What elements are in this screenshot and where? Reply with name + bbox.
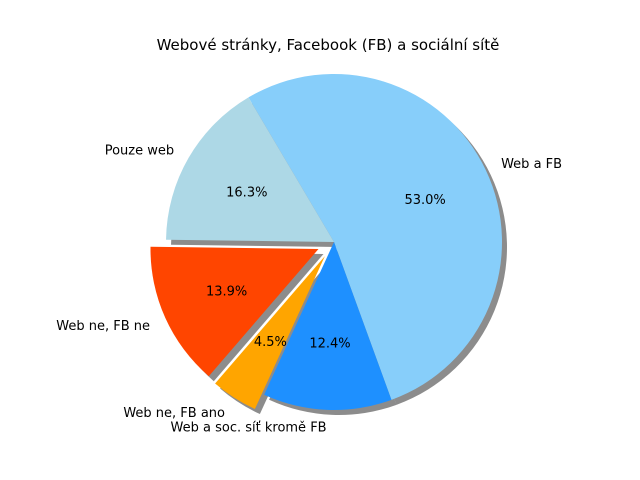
pie-slice-web-ne-fb-ano — [215, 256, 325, 410]
pie-slice-web-ne-fb-ne — [150, 246, 319, 377]
chart-title: Webové stránky, Facebook (FB) a sociální… — [157, 36, 500, 54]
pie-slice-pouze-web — [166, 97, 334, 242]
pie-slice-web-a-fb — [248, 74, 503, 400]
percent-label-pouze-web: 16.3% — [226, 186, 267, 201]
pie-slices — [150, 74, 503, 411]
percent-label-web-a-fb: 53.0% — [404, 193, 445, 208]
percent-label-web-a-soc-s-krom-fb: 12.4% — [309, 337, 350, 352]
percent-label-web-ne-fb-ne: 13.9% — [206, 284, 247, 299]
slice-labels: Web a FB Pouze web Web ne, FB ne Web ne, FB… — [56, 143, 562, 435]
percent-labels: 53.0% 16.3% 13.9% 4.5% 12.4% — [206, 186, 446, 352]
pie-slice-web-a-soc-s-krom-fb — [264, 242, 392, 411]
slice-label-pouze-web: Pouze web — [105, 143, 174, 158]
slice-label-web-a-soc-s-krom-fb: Web a soc. síť kromě FB — [171, 421, 327, 436]
percent-label-web-ne-fb-ano: 4.5% — [254, 335, 287, 350]
slice-label-web-ne-fb-ne: Web ne, FB ne — [56, 319, 150, 334]
slice-label-web-ne-fb-ano: Web ne, FB ano — [123, 406, 225, 421]
slice-label-web-a-fb: Web a FB — [501, 157, 562, 172]
